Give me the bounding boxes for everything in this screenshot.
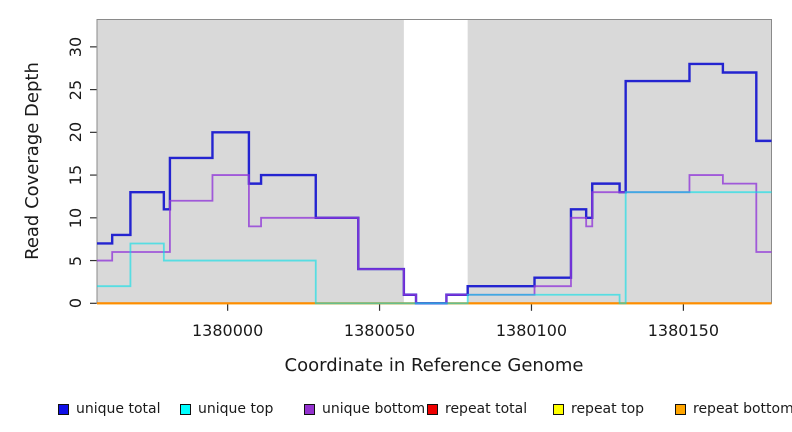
legend-label: repeat total [445,401,528,417]
legend-swatch-icon [675,404,686,415]
legend-label: repeat top [571,401,645,417]
x-tick-label: 1380000 [192,321,264,340]
x-tick-label: 1380050 [343,321,416,340]
y-tick-label: 30 [66,36,85,58]
legend-label: unique total [76,401,161,417]
x-tick-label: 1380150 [647,321,719,340]
legend-label: unique bottom [322,401,426,417]
legend-swatch-icon [304,404,315,415]
y-tick-label: 25 [66,79,85,100]
x-axis-title: Coordinate in Reference Genome [284,355,584,376]
y-axis-title: Read Coverage Depth [22,62,43,260]
legend-swatch-icon [58,404,69,415]
legend-label: unique top [198,401,274,417]
series-line-unique-top [97,191,772,305]
legend-swatch-icon [427,404,438,415]
y-tick-label: 15 [66,164,85,186]
x-tick-label: 1380100 [495,321,568,340]
y-tick-label: 5 [66,255,85,266]
y-tick-label: 10 [66,207,85,228]
legend-label: repeat bottom [693,401,792,417]
legend-swatch-icon [180,404,191,415]
legend-swatch-icon [553,404,564,415]
y-tick-label: 0 [66,298,85,309]
y-tick-label: 20 [66,122,85,143]
unshaded-region [403,19,468,304]
